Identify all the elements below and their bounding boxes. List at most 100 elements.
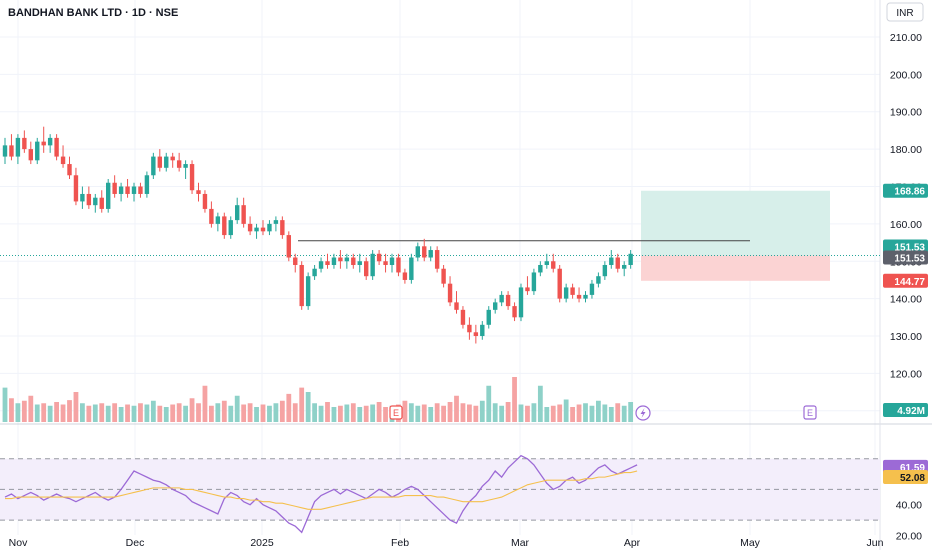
candle-body	[144, 175, 150, 194]
volume-bar	[576, 404, 582, 422]
candle-body	[331, 257, 337, 265]
volume-bar	[441, 405, 446, 422]
price-tick-label: 160.00	[890, 219, 922, 231]
volume-bar	[150, 400, 156, 422]
volume-bar	[596, 400, 601, 422]
candle-body	[351, 257, 356, 265]
candle-body	[80, 193, 85, 202]
price-tick-label: 190.00	[890, 107, 922, 119]
volume-bar	[492, 403, 498, 422]
candle-body	[434, 250, 440, 269]
volume-bar	[621, 405, 627, 422]
candle-body	[512, 306, 517, 318]
candle-body	[602, 264, 608, 277]
volume-bar	[73, 392, 79, 422]
volume-bar	[615, 403, 621, 422]
earnings-marker-box	[803, 405, 817, 420]
stop-zone[interactable]	[641, 255, 830, 281]
earnings-marker-label: E	[393, 408, 399, 418]
volume-bar	[247, 403, 253, 422]
volume-bar	[428, 407, 434, 422]
volume-bar	[338, 405, 343, 422]
last-price-badge-bg	[883, 250, 928, 265]
candle-body	[183, 164, 188, 168]
candle-body	[357, 261, 362, 265]
volume-bar	[21, 400, 27, 422]
volume-bar	[421, 404, 427, 422]
time-tick-label: Dec	[126, 537, 145, 549]
volume-bar	[202, 385, 208, 422]
candle-body	[325, 261, 330, 265]
candle-body	[628, 253, 633, 265]
volume-bar	[602, 404, 608, 422]
time-axis: Nov Dec 2025 Feb Mar Apr May Jun	[9, 537, 884, 549]
candle-body	[35, 141, 40, 161]
candle-body	[106, 182, 111, 209]
currency-label: INR	[896, 8, 913, 19]
time-tick-label: 2025	[250, 537, 274, 549]
volume-bar	[241, 404, 247, 422]
volume-bar	[318, 405, 324, 422]
candle-body	[402, 272, 408, 280]
candle-body	[499, 294, 504, 303]
candle-body	[209, 208, 214, 224]
volume-bar	[531, 403, 537, 422]
last-price-badge: 151.53	[883, 250, 928, 265]
time-tick-label: Feb	[391, 537, 409, 549]
volume-bar	[570, 407, 575, 422]
volume-bar	[486, 385, 492, 422]
time-tick-label: Nov	[9, 537, 28, 549]
volume-bar	[196, 403, 201, 422]
volume-bar	[544, 407, 550, 422]
time-tick-label: May	[740, 537, 761, 549]
earnings-marker[interactable]: E	[803, 405, 817, 420]
candle-body	[99, 197, 104, 209]
time-tick-label: Mar	[511, 537, 530, 549]
candle-body	[370, 253, 375, 277]
candle-body	[557, 268, 562, 299]
volume-bar	[312, 403, 317, 422]
candle-body	[622, 264, 627, 269]
volume-bar	[383, 407, 388, 422]
candle-body	[202, 193, 208, 209]
earnings-marker-label: E	[807, 408, 813, 418]
candle-body	[131, 186, 137, 194]
candle-body	[112, 182, 117, 194]
price-tick-label: 210.00	[890, 32, 922, 44]
volume-bar	[305, 392, 311, 422]
volume-bar	[105, 405, 111, 422]
volume-bar	[267, 405, 272, 422]
candle-body	[505, 294, 511, 307]
volume-bar	[60, 404, 66, 422]
candle-body	[215, 216, 221, 224]
candle-body	[493, 302, 498, 310]
target-zone[interactable]	[641, 190, 830, 256]
volume-bar	[41, 403, 47, 422]
rsi-line	[4, 454, 638, 534]
stop-price-badge-bg	[883, 273, 928, 288]
volume-bar	[512, 377, 517, 422]
rsi-tick-label: 40.00	[896, 500, 922, 512]
volume-bars	[2, 377, 634, 422]
lightning-icon[interactable]	[635, 405, 651, 421]
volume-bar	[99, 403, 105, 422]
candle-body	[467, 324, 472, 333]
candle-body	[544, 261, 549, 265]
last-price-badge-text: 151.53	[894, 254, 925, 265]
candle-body	[60, 156, 66, 165]
earnings-marker[interactable]: E	[389, 405, 403, 420]
position-tool[interactable]	[0, 190, 880, 281]
rsi-ma-badge: 52.08	[883, 470, 928, 484]
volume-bar	[344, 404, 350, 422]
volume-bar	[67, 400, 72, 422]
candle-body	[428, 250, 433, 258]
currency-button[interactable]: INR	[886, 2, 924, 22]
candle-body	[235, 205, 240, 221]
volume-bar	[234, 395, 240, 422]
candle-body	[170, 156, 175, 161]
candle-body	[583, 294, 588, 299]
candle-body	[518, 287, 524, 318]
volume-bar	[47, 405, 53, 422]
